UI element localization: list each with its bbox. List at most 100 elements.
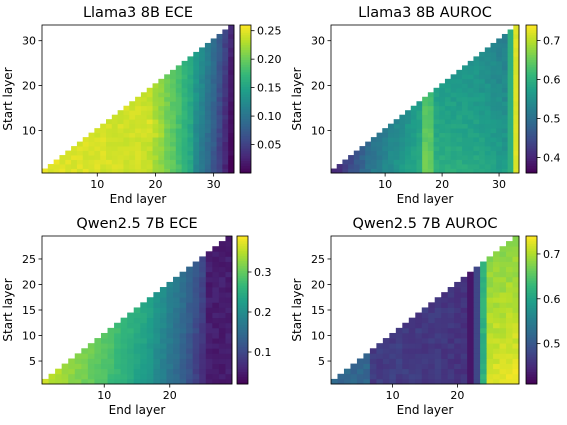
heatmap-cell <box>416 105 423 111</box>
heatmap-cell <box>120 343 128 349</box>
heatmap-cell <box>331 378 338 385</box>
heatmap-cell <box>204 74 212 80</box>
heatmap-cell <box>129 105 136 111</box>
heatmap-cell <box>428 302 436 308</box>
heatmap-cell <box>166 287 174 293</box>
heatmap-cell <box>193 69 200 75</box>
heatmap-cell <box>460 281 468 288</box>
heatmap-cell <box>133 358 141 364</box>
colorbar-segment <box>237 376 248 380</box>
heatmap-cell <box>123 128 130 134</box>
heatmap-cell <box>507 132 514 138</box>
heatmap-cell <box>428 363 436 370</box>
heatmap-cell <box>484 83 491 89</box>
heatmap-cell <box>199 271 207 278</box>
heatmap-cell <box>434 373 442 380</box>
heatmap-cell <box>228 105 235 111</box>
heatmap-cell <box>496 168 503 174</box>
heatmap-cell <box>513 96 520 102</box>
heatmap-cell <box>480 276 487 283</box>
heatmap-cell <box>106 164 113 169</box>
heatmap-cell <box>501 42 509 48</box>
heatmap-cell <box>499 292 507 298</box>
heatmap-cell <box>399 114 406 120</box>
heatmap-cell <box>42 378 49 385</box>
heatmap-cell <box>512 373 520 380</box>
heatmap-cell <box>456 74 463 80</box>
heatmap-cell <box>506 343 513 349</box>
heatmap-cell <box>216 42 223 48</box>
heatmap-cell <box>123 164 130 169</box>
heatmap-cell <box>454 343 462 349</box>
colorbar-segment <box>526 339 537 343</box>
heatmap-cell <box>490 159 497 165</box>
heatmap-cell <box>159 358 167 364</box>
colorbar-segment <box>237 270 248 274</box>
heatmap-cell <box>460 368 468 375</box>
heatmap-cell <box>212 317 220 324</box>
heatmap-cell <box>441 348 449 354</box>
heatmap-cell <box>456 159 463 165</box>
heatmap-cell <box>479 141 486 147</box>
heatmap-cell <box>499 281 507 288</box>
heatmap-cell <box>454 338 462 344</box>
x-tick-label: 10 <box>90 178 104 191</box>
heatmap-cell <box>480 281 487 288</box>
heatmap-cell <box>501 128 509 134</box>
heatmap-cell <box>135 168 142 174</box>
heatmap-cell <box>210 119 217 125</box>
heatmap-cell <box>199 47 206 53</box>
colorbar-segment <box>526 66 537 70</box>
heatmap-cell <box>507 168 514 174</box>
heatmap-cell <box>228 150 235 156</box>
heatmap-cell <box>94 168 101 174</box>
colorbar-segment <box>526 86 537 90</box>
heatmap-cell <box>479 87 486 93</box>
heatmap-cell <box>382 146 389 151</box>
heatmap-cell <box>210 42 217 48</box>
heatmap-cell <box>490 92 497 98</box>
heatmap-cell <box>512 246 520 252</box>
heatmap-cell <box>496 150 503 156</box>
heatmap-cell <box>447 317 455 324</box>
colorbar-segment <box>526 34 537 38</box>
heatmap-cell <box>499 302 507 308</box>
heatmap-cell <box>225 317 233 324</box>
heatmap-cell <box>501 83 509 89</box>
heatmap-cell <box>187 128 194 134</box>
heatmap-cell <box>467 69 474 75</box>
heatmap-cell <box>462 87 469 93</box>
heatmap-cell <box>175 101 183 107</box>
heatmap-cell <box>127 317 135 324</box>
heatmap-cell <box>405 128 412 134</box>
heatmap-cell <box>192 373 200 380</box>
colorbar-segment <box>526 268 537 271</box>
heatmap-cell <box>100 332 108 339</box>
heatmap-cell <box>199 123 206 129</box>
heatmap-cell <box>186 358 194 364</box>
heatmap-cell <box>405 110 412 116</box>
colorbar-tick-label: 0.05 <box>257 139 282 152</box>
heatmap-cell <box>507 29 514 35</box>
heatmap-cell <box>376 168 383 174</box>
heatmap-cell <box>199 281 207 288</box>
heatmap-cell <box>454 302 462 308</box>
heatmap-cell <box>181 83 188 89</box>
colorbar-segment <box>526 59 537 63</box>
heatmap-cell <box>76 164 84 169</box>
heatmap-cell <box>204 87 212 93</box>
heatmap-cell <box>186 266 194 273</box>
heatmap-cell <box>473 348 481 354</box>
heatmap-cell <box>164 87 171 93</box>
heatmap-cell <box>433 164 440 169</box>
heatmap-cell <box>152 105 159 111</box>
heatmap-cell <box>146 87 153 93</box>
heatmap-cell <box>460 292 468 298</box>
heatmap-cell <box>484 56 491 62</box>
heatmap-cell <box>410 168 417 174</box>
colorbar-segment <box>526 44 537 48</box>
heatmap-cell <box>395 353 403 359</box>
heatmap-cell <box>199 51 206 57</box>
heatmap-cell <box>507 87 514 93</box>
heatmap-cell <box>193 110 200 116</box>
